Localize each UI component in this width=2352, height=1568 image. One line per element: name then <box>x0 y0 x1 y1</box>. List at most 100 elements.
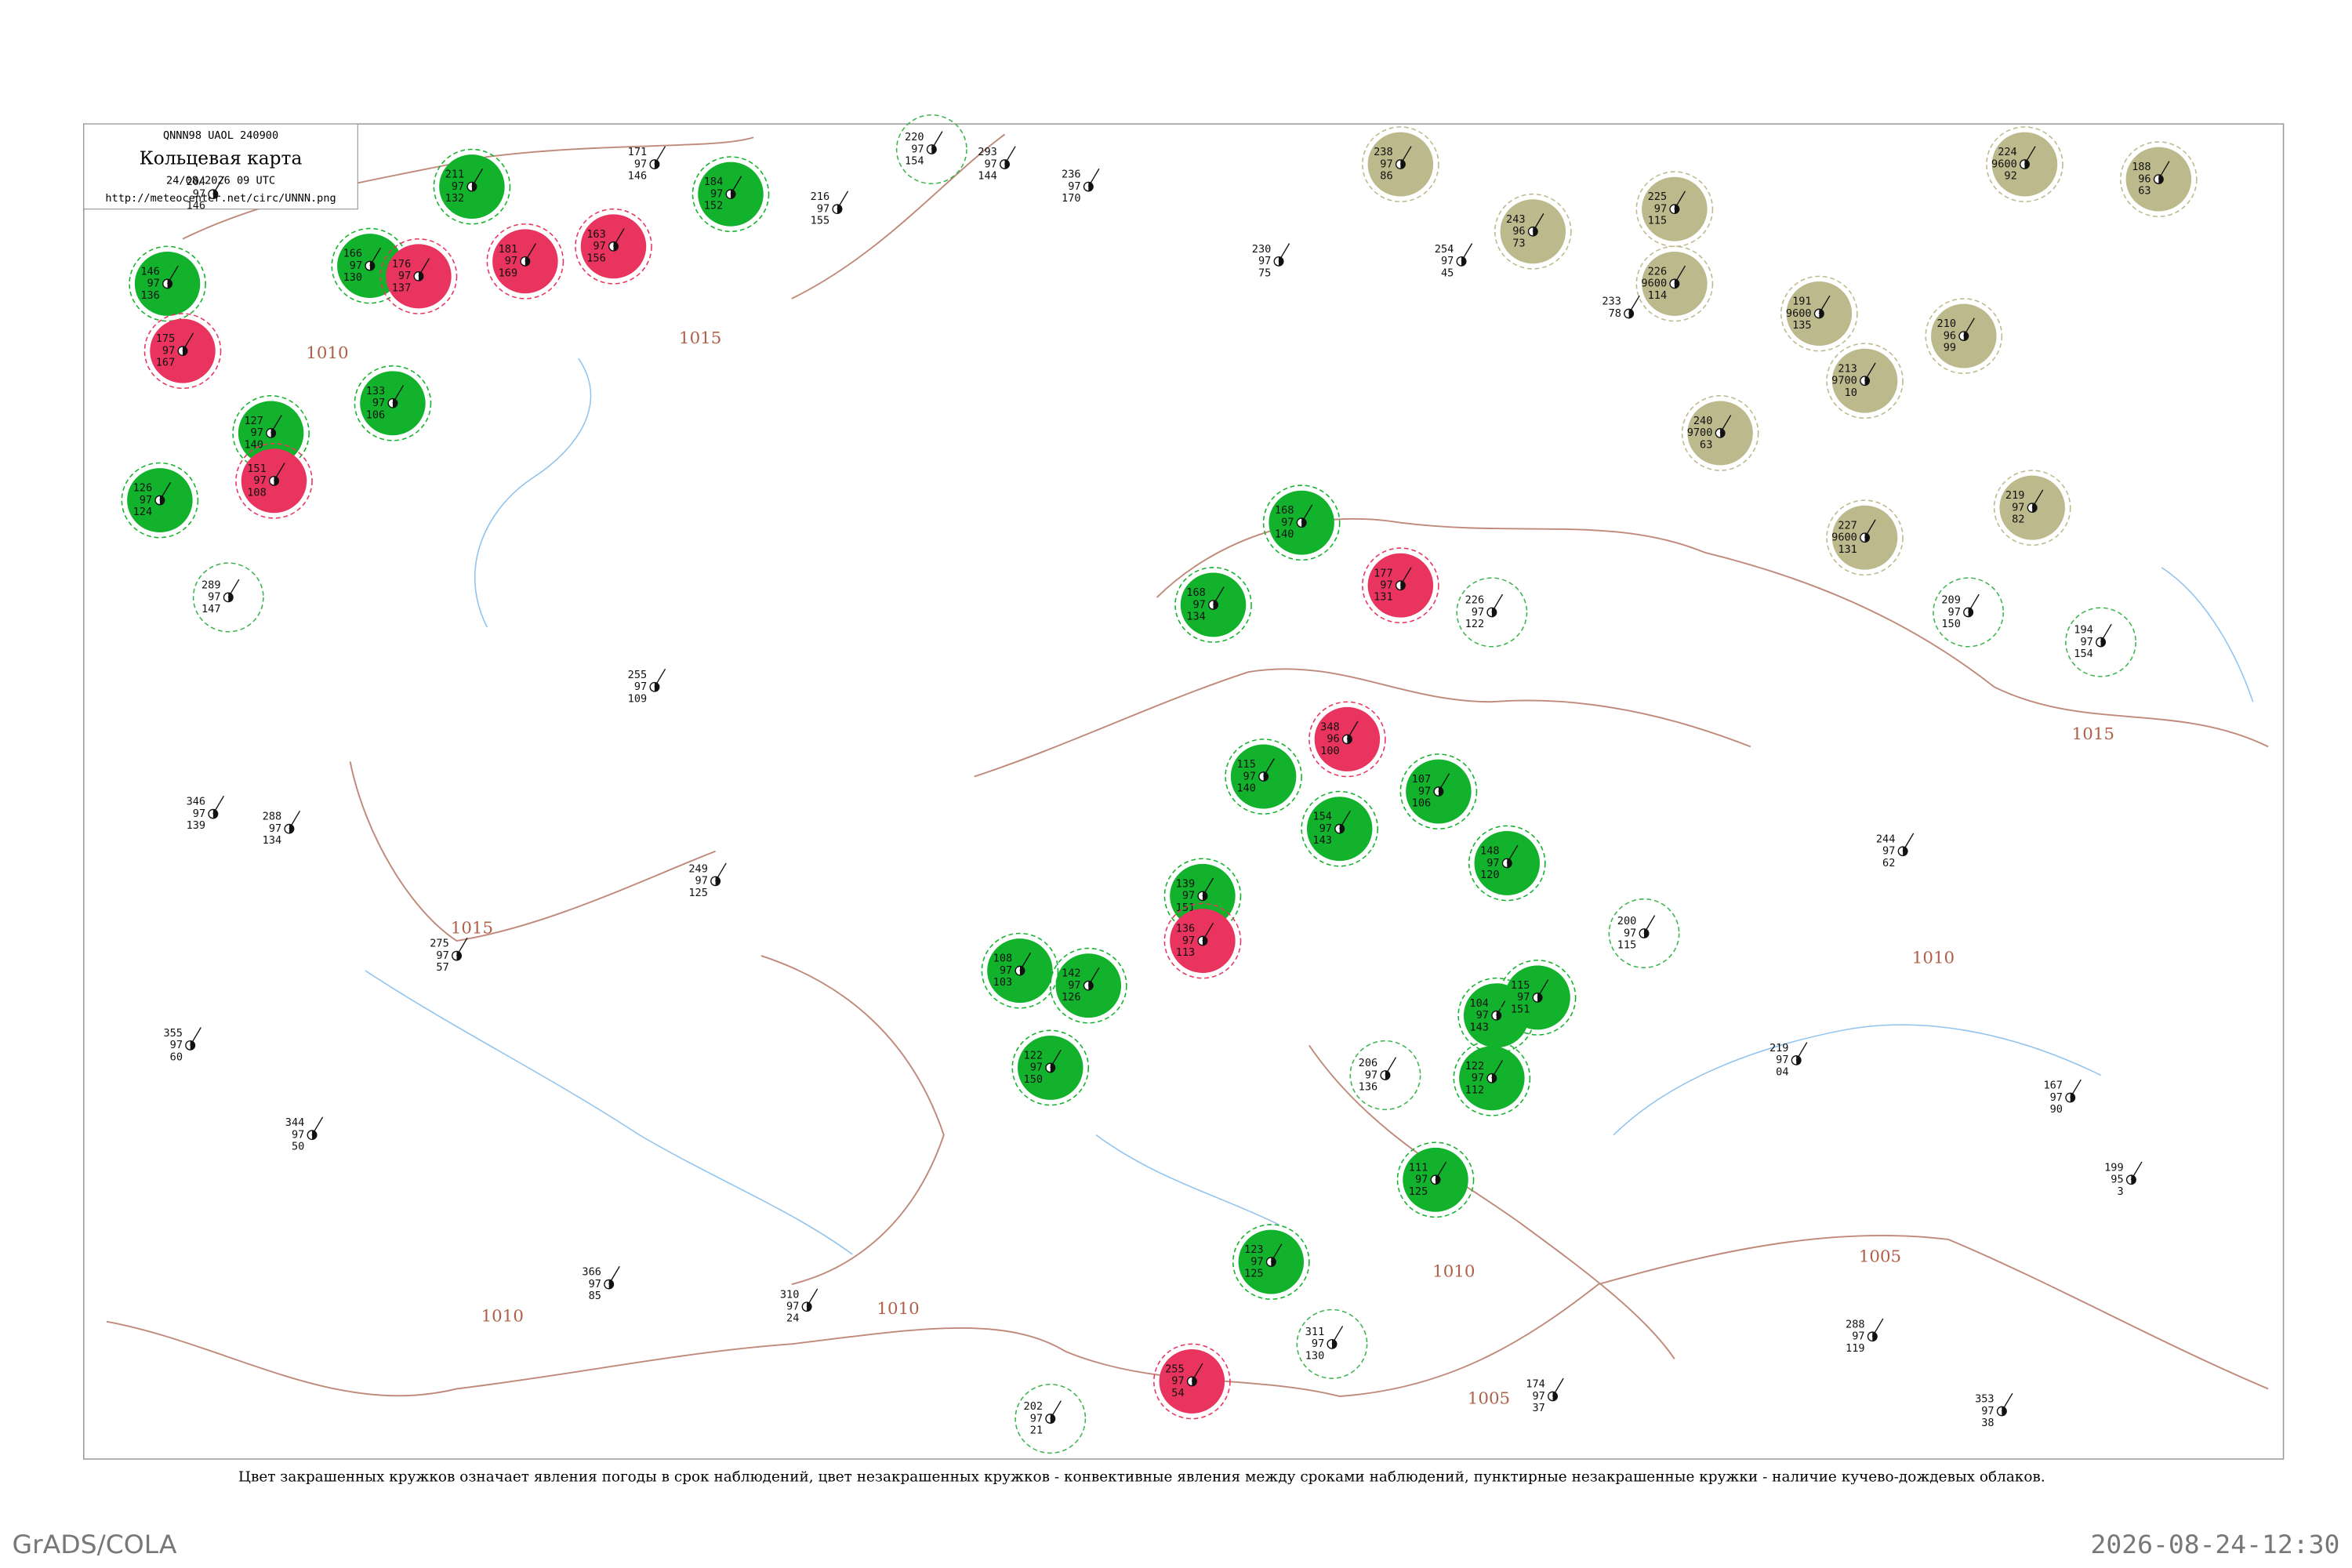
station-value: 106 <box>366 409 386 421</box>
cb-ring <box>1933 577 2005 648</box>
wind-barb <box>1399 146 1412 165</box>
wind-barb <box>1461 243 1473 262</box>
station-value: 346 <box>187 797 206 808</box>
wind-barb <box>1301 504 1313 524</box>
station-value: 137 <box>392 283 412 295</box>
station-value: 288 <box>1846 1319 1865 1330</box>
outer-ring <box>1153 1343 1231 1420</box>
outer-ring <box>379 238 458 314</box>
wind-barb <box>190 1027 201 1046</box>
station-value: 9700 <box>1687 427 1713 439</box>
outer-ring <box>143 313 222 390</box>
station-value: 243 <box>1506 214 1526 226</box>
wind-barb <box>837 191 849 210</box>
station-value: 219 <box>2005 490 2025 502</box>
wind-barb <box>212 795 225 815</box>
wind-barb <box>2070 1079 2082 1098</box>
station-value: 95 <box>2111 1174 2123 1186</box>
station-value: 97 <box>269 823 281 835</box>
outer-ring <box>1362 126 1439 202</box>
station-value: 175 <box>156 333 176 345</box>
wind-barb <box>806 1288 818 1308</box>
wind-barb <box>1202 922 1214 942</box>
station-value: 97 <box>452 181 464 193</box>
station-value: 136 <box>140 290 160 302</box>
station-value: 209 <box>1941 595 1961 607</box>
station-value: 73 <box>1512 238 1525 249</box>
station-value: 97 <box>1243 771 1256 782</box>
station-value: 151 <box>1511 1004 1530 1016</box>
station-value: 97 <box>436 950 448 962</box>
wind-barb <box>1339 810 1351 829</box>
station-value: 97 <box>253 475 266 487</box>
station-value: 169 <box>499 267 518 279</box>
wind-barb <box>1331 1326 1344 1345</box>
isobar-label: 1010 <box>1912 948 1955 967</box>
station-value: 97 <box>1068 181 1080 193</box>
isobar-label: 1005 <box>1859 1247 1901 1266</box>
isobar-label: 1015 <box>2072 724 2114 743</box>
station-value: 216 <box>811 191 830 203</box>
station-value: 150 <box>1024 1074 1044 1086</box>
station-value: 57 <box>436 962 448 974</box>
outer-ring <box>1362 547 1439 624</box>
station-value: 45 <box>1441 267 1454 279</box>
station-value: 125 <box>1244 1269 1264 1280</box>
station-value: 131 <box>1374 592 1393 604</box>
station-value: 97 <box>208 592 220 604</box>
station-value: 97 <box>2050 1092 2063 1104</box>
station-value: 99 <box>1944 343 1956 354</box>
station-value: 97 <box>1182 891 1195 902</box>
station-value: 24 <box>786 1313 799 1325</box>
station-value: 226 <box>1465 595 1485 607</box>
wind-barb <box>369 247 382 267</box>
outer-ring <box>1399 753 1478 829</box>
station-value: 97 <box>984 158 996 170</box>
station-value: 96 <box>1944 330 1956 342</box>
station-value: 355 <box>163 1028 183 1040</box>
station-value: 210 <box>1937 318 1957 330</box>
wind-barb <box>1674 191 1686 210</box>
wind-barb <box>1263 758 1275 777</box>
rivers <box>365 358 2254 1255</box>
station-value: 150 <box>1941 619 1961 630</box>
legend-note: Цвет закрашенных кружков означает явлени… <box>238 1469 2045 1486</box>
wind-barb <box>1491 593 1504 613</box>
outer-ring <box>1225 739 1302 815</box>
station-value: 226 <box>1648 267 1668 278</box>
station-value: 154 <box>905 156 924 168</box>
outer-ring <box>1232 1224 1310 1300</box>
station-value: 146 <box>628 171 648 183</box>
wind-barb <box>1050 1049 1062 1069</box>
station-value: 154 <box>1312 811 1332 823</box>
station-value: 240 <box>1693 416 1713 427</box>
header-box <box>83 123 358 210</box>
station-value: 147 <box>201 604 221 615</box>
wind-barb <box>1628 295 1640 314</box>
station-value: 225 <box>1648 191 1668 203</box>
station-value: 104 <box>1469 998 1489 1010</box>
station-value: 97 <box>1000 965 1012 977</box>
station-value: 168 <box>1186 587 1206 599</box>
station-value: 122 <box>1465 1061 1485 1073</box>
station-value: 97 <box>1319 823 1332 835</box>
station-value: 97 <box>1441 256 1454 267</box>
station-value: 176 <box>392 259 412 270</box>
outer-ring <box>1308 701 1386 778</box>
cb-ring <box>1349 1040 1421 1111</box>
wind-barb <box>1019 952 1032 971</box>
station-value: 103 <box>993 977 1013 989</box>
outer-ring <box>1826 343 1904 419</box>
station-value: 113 <box>1176 947 1196 959</box>
station-value: 167 <box>2043 1080 2063 1092</box>
station-value: 293 <box>978 147 997 158</box>
station-value: 219 <box>1769 1043 1789 1054</box>
isobar-label: 1005 <box>1468 1388 1510 1408</box>
outer-ring <box>1925 298 2003 374</box>
station-value: 139 <box>187 820 206 832</box>
wind-barb <box>2024 146 2036 165</box>
footer-left: GrADS/COLA <box>13 1530 178 1559</box>
wind-barb <box>1346 720 1359 740</box>
isobar-label: 1015 <box>451 918 493 938</box>
cb-ring <box>2065 607 2136 677</box>
